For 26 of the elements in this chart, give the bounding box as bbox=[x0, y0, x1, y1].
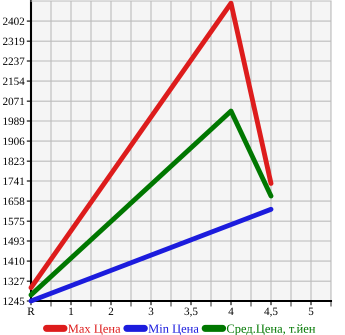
x-tick-label: 5 bbox=[308, 308, 314, 316]
y-tick-label: 2319 bbox=[3, 38, 24, 46]
y-tick-label: 1410 bbox=[4, 258, 24, 266]
y-tick-label: 1823 bbox=[4, 158, 24, 166]
y-tick-label: 1327 bbox=[4, 278, 24, 286]
y-tick-label: 2071 bbox=[3, 98, 24, 106]
legend-label: Сред.Цена, т.йен bbox=[226, 324, 316, 335]
y-tick-label: 2237 bbox=[3, 57, 24, 65]
x-tick-label: 4,5 bbox=[264, 308, 278, 317]
y-tick-label: 2402 bbox=[3, 18, 24, 26]
x-tick-label: 2 bbox=[108, 308, 114, 315]
y-tick-label: 1989 bbox=[4, 117, 24, 125]
y-tick-label: 1245 bbox=[4, 297, 24, 305]
y-tick-label: 1658 bbox=[4, 198, 24, 206]
y-tick-label: 1906 bbox=[4, 138, 24, 146]
legend-label: Max Цена bbox=[68, 324, 120, 335]
y-tick-label: 1575 bbox=[4, 218, 24, 226]
legend-label: Min Цена bbox=[148, 324, 199, 335]
x-tick-label: 4 bbox=[228, 308, 234, 315]
x-tick-label: R bbox=[28, 308, 35, 315]
y-tick-label: 2154 bbox=[3, 78, 25, 86]
x-tick-label: 3,5 bbox=[184, 308, 198, 317]
x-tick-label: 3 bbox=[148, 308, 154, 316]
y-tick-label: 1493 bbox=[4, 237, 24, 245]
y-tick-label: 1741 bbox=[4, 178, 24, 185]
x-tick-label: 1 bbox=[69, 308, 74, 315]
